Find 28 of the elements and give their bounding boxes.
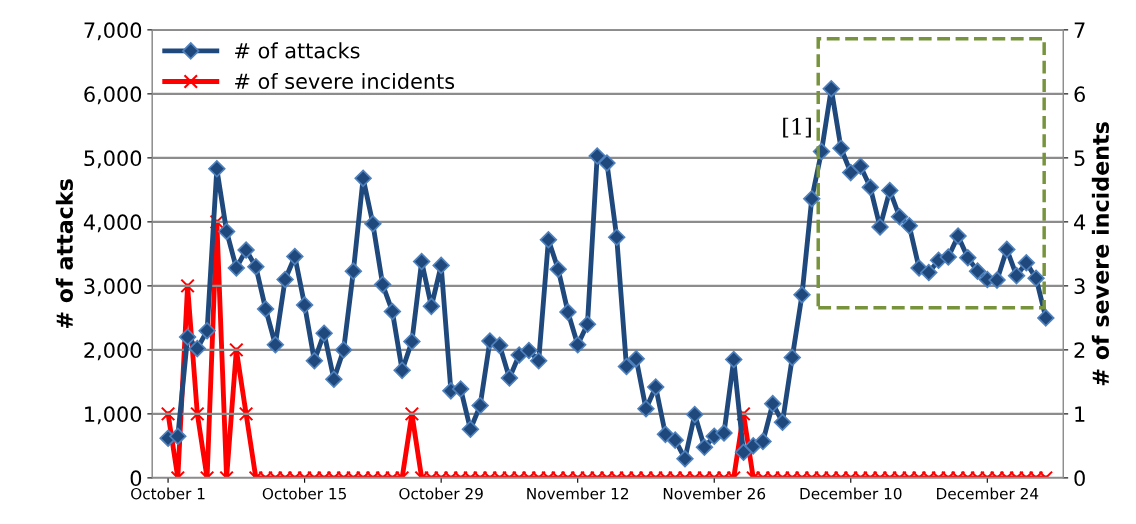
legend-label: # of severe incidents — [235, 72, 455, 90]
x-tick-label: October 1 — [131, 487, 205, 500]
y-tick-label: 4,000 — [83, 214, 142, 233]
y2-tick-label: 1 — [1075, 406, 1085, 422]
y-tick-label: 3,000 — [84, 278, 142, 297]
y-tick-label: 0 — [130, 470, 142, 487]
y-tick-label: 2,000 — [84, 342, 142, 361]
x-tick-label: December 24 — [937, 487, 1039, 500]
y-tick-label: 6,000 — [84, 86, 142, 105]
y-tick-label: 7,000 — [84, 22, 142, 41]
x-tick-label: November 26 — [663, 487, 766, 500]
legend-label: # of attacks — [235, 42, 360, 59]
x-tick-label: October 29 — [399, 487, 483, 500]
y2-tick-label: 2 — [1074, 342, 1085, 358]
x-tick-label: December 10 — [800, 487, 902, 500]
x-tick-label: October 15 — [262, 487, 346, 500]
y2-tick-label: 4 — [1074, 214, 1086, 230]
y2-tick-label: 5 — [1074, 150, 1085, 167]
y2-tick-label: 3 — [1074, 278, 1085, 295]
y-tick-label: 5,000 — [84, 150, 142, 169]
y2-tick-label: 0 — [1074, 470, 1085, 487]
y2-tick-label: 6 — [1074, 86, 1085, 103]
y-tick-label: 1,000 — [85, 406, 142, 425]
y2-tick-label: 7 — [1074, 22, 1085, 38]
y2-axis-title: # of severe incidents — [1091, 122, 1110, 386]
x-tick-label: November 12 — [527, 487, 629, 500]
annotation: [1] — [783, 117, 811, 138]
y-axis-title: # of attacks — [55, 179, 73, 329]
